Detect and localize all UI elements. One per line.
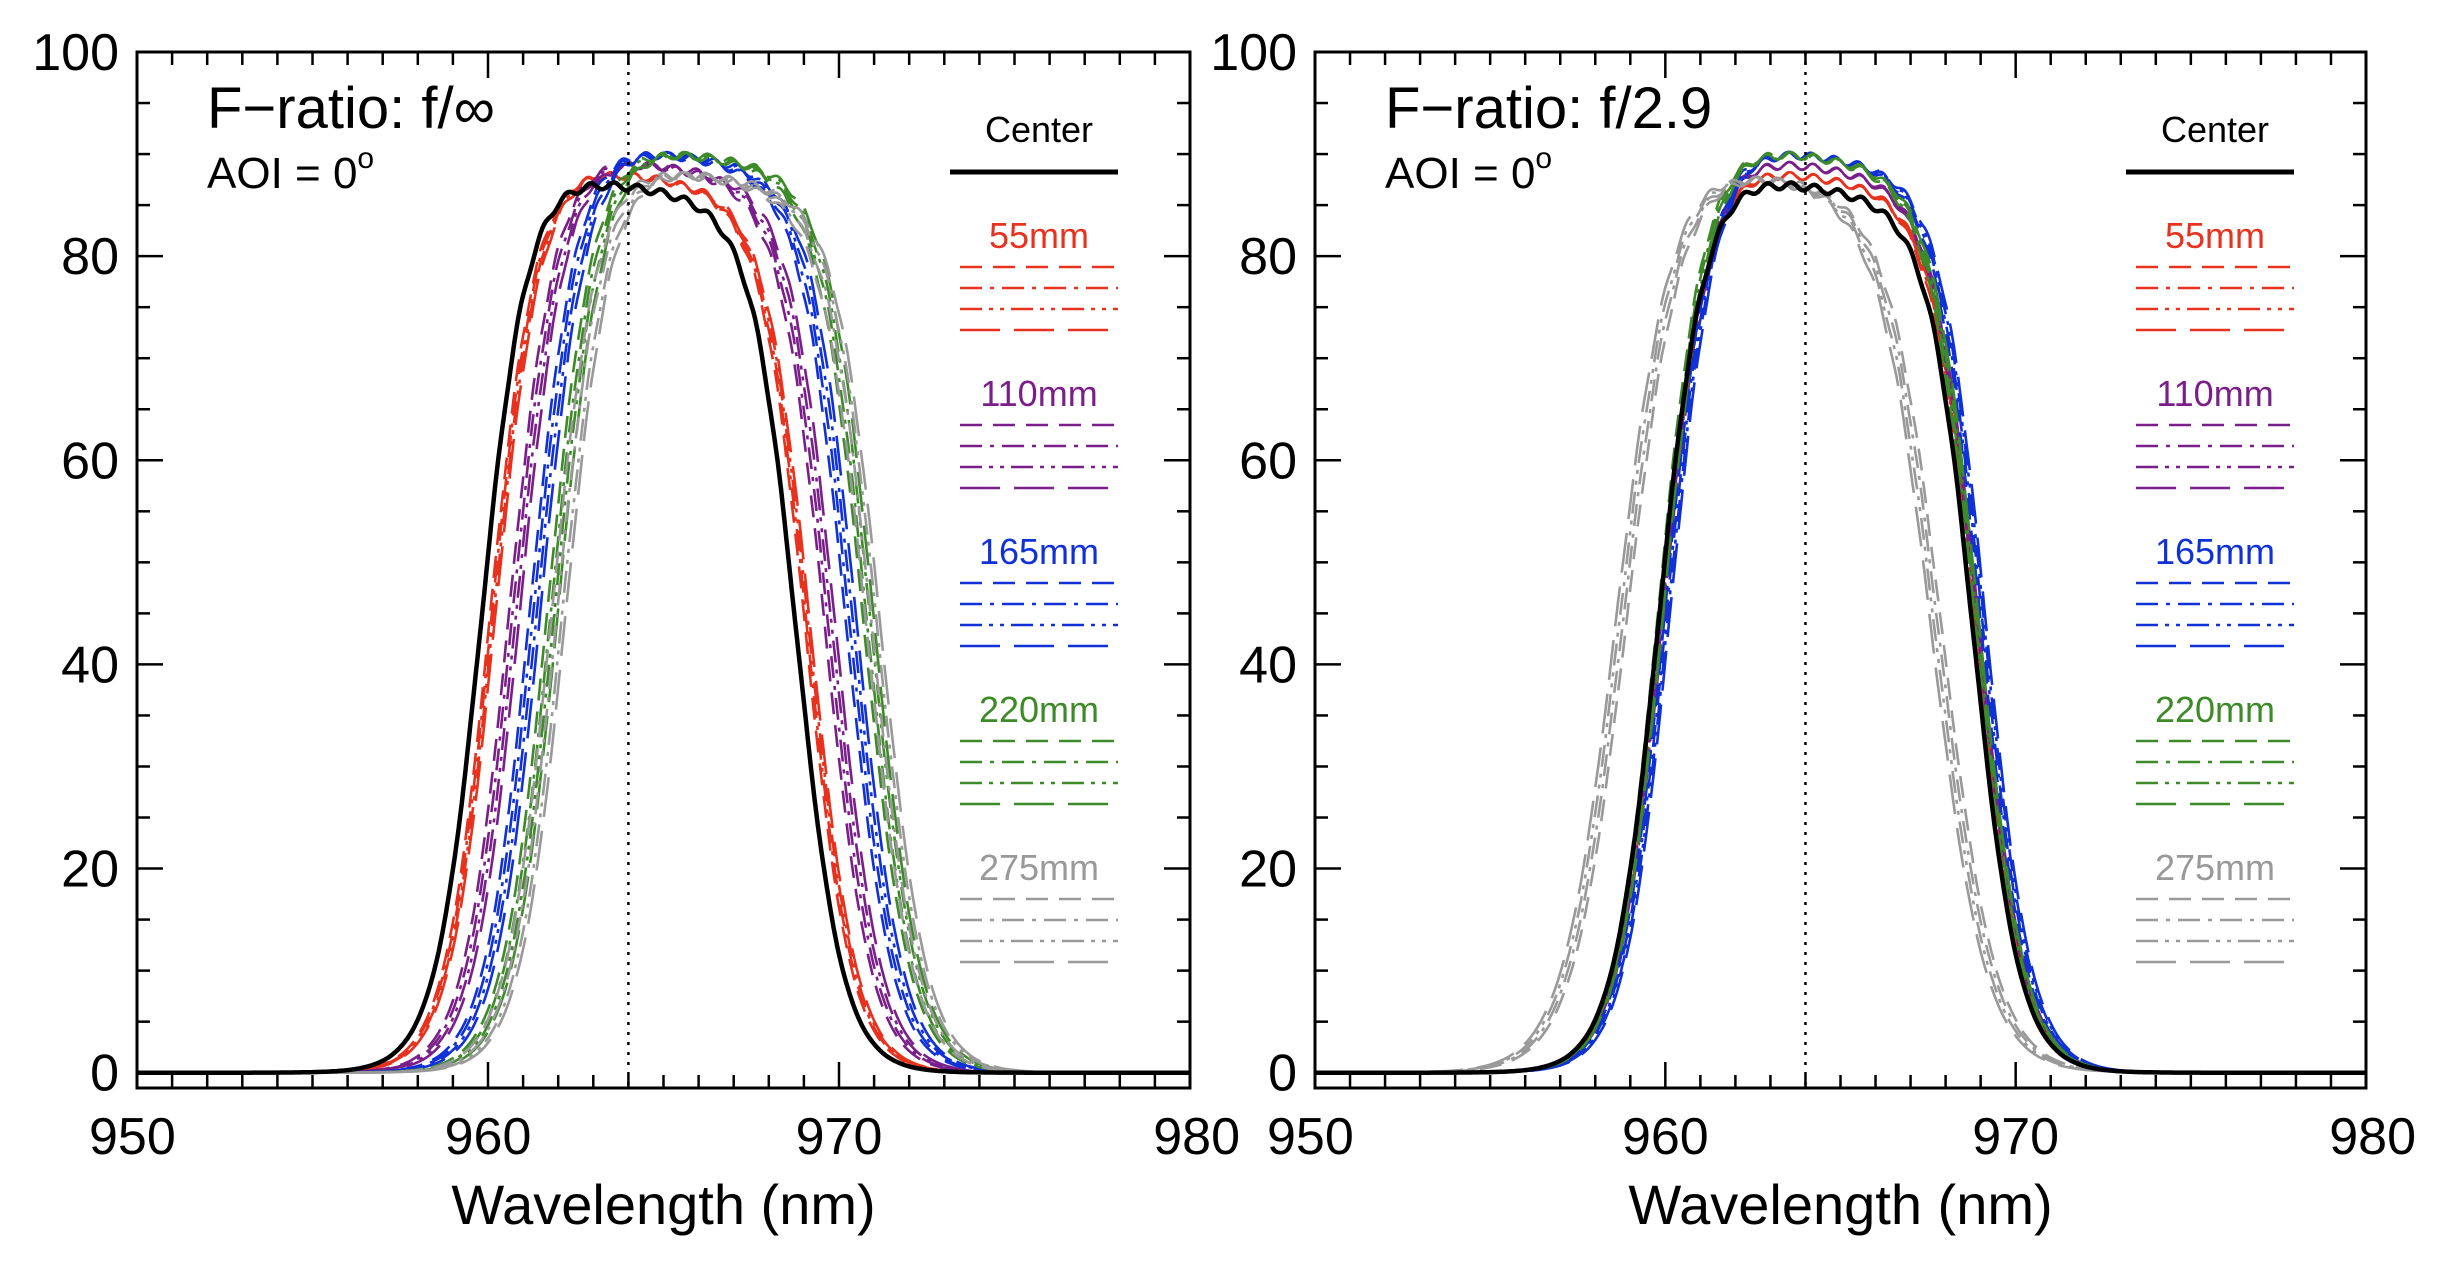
- legend-label-275mm: 275mm: [2155, 847, 2275, 888]
- panel-left-tick-labels: 950 960 970 980 0 20 40 60 80 100: [32, 24, 1240, 1166]
- y-tick-label: 100: [1210, 24, 1297, 82]
- y-tick-label: 0: [1268, 1045, 1297, 1103]
- y-tick-label: 40: [1239, 636, 1297, 694]
- panel-right-tick-labels: 950 960 970 980 0 20 40 60 80 100: [1210, 24, 2416, 1166]
- legend-label-275mm: 275mm: [979, 847, 1099, 888]
- series-line-220mm-dashdotdot: [137, 150, 1190, 1074]
- x-tick-label: 980: [2329, 1108, 2416, 1166]
- legend-label-220mm: 220mm: [2155, 689, 2275, 730]
- legend-label-110mm: 110mm: [2156, 373, 2273, 414]
- panel-right-subtitle: AOI = 0o: [1385, 142, 1552, 198]
- panel-left-x-axis-title: Wavelength (nm): [451, 1173, 875, 1236]
- series-line-center-solid: [137, 180, 1190, 1075]
- panel-left-curves: [137, 150, 1190, 1075]
- y-tick-label: 80: [61, 228, 119, 286]
- y-tick-label: 20: [1239, 841, 1297, 899]
- panel-right-curves: [1315, 150, 2366, 1075]
- y-tick-label: 60: [61, 432, 119, 490]
- panel-left-legend: Center 55mm 110mm 165mm 220mm 275mm: [950, 109, 1118, 964]
- panel-right-x-axis-title: Wavelength (nm): [1628, 1173, 2052, 1236]
- x-tick-label: 970: [1972, 1108, 2059, 1166]
- panel-left-title: F−ratio: f/∞: [207, 76, 495, 141]
- y-tick-label: 40: [61, 636, 119, 694]
- x-tick-label: 960: [1622, 1108, 1709, 1166]
- y-tick-label: 20: [61, 841, 119, 899]
- series-line-220mm-dashdotdot: [1315, 150, 2366, 1074]
- panel-left-subtitle-superscript: o: [357, 142, 374, 175]
- legend-label-center: Center: [985, 109, 1093, 150]
- y-tick-label: 80: [1239, 228, 1297, 286]
- panel-left-ticks: [135, 50, 1192, 1088]
- panel-left-subtitle: AOI = 0o: [207, 142, 374, 198]
- x-tick-label: 950: [1267, 1108, 1354, 1166]
- legend-label-55mm: 55mm: [2165, 215, 2265, 256]
- legend-label-55mm: 55mm: [989, 215, 1089, 256]
- series-line-275mm-dashdot: [1315, 175, 2366, 1074]
- panel-right-subtitle-superscript: o: [1535, 142, 1552, 175]
- x-tick-label: 970: [796, 1108, 883, 1166]
- x-tick-label: 950: [89, 1108, 176, 1166]
- legend-label-220mm: 220mm: [979, 689, 1099, 730]
- legend-label-165mm: 165mm: [979, 531, 1099, 572]
- y-tick-label: 0: [90, 1045, 119, 1103]
- panel-left: 950 960 970 980 0 20 40 60 80 100 F−ratio: f/∞ AO…: [32, 24, 1240, 1236]
- panel-right-title: F−ratio: f/2.9: [1385, 76, 1712, 141]
- x-tick-label: 980: [1153, 1108, 1240, 1166]
- panel-right-legend: Center 55mm 110mm 165mm 220mm 275mm: [2126, 109, 2294, 964]
- x-tick-label: 960: [445, 1108, 532, 1166]
- legend-label-center: Center: [2161, 109, 2269, 150]
- series-line-center-solid: [1315, 180, 2366, 1075]
- panel-right-ticks: [1313, 50, 2368, 1088]
- legend-label-110mm: 110mm: [980, 373, 1097, 414]
- y-tick-label: 60: [1239, 432, 1297, 490]
- y-tick-label: 100: [32, 24, 119, 82]
- legend-label-165mm: 165mm: [2155, 531, 2275, 572]
